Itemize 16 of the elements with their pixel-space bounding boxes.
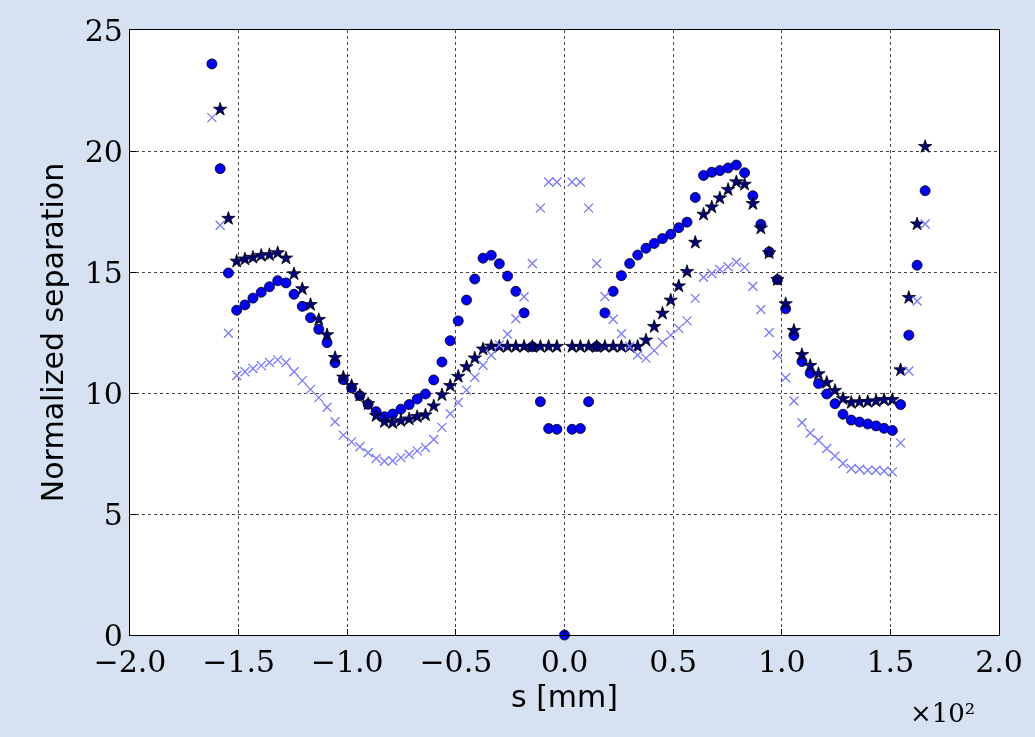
text: ×10² (910, 698, 976, 728)
y-tick-label: 5 (103, 496, 123, 532)
x-axis-title: s [mm] (510, 679, 619, 715)
x-tick-label: 1.5 (866, 644, 915, 680)
x-tick-label: 2.0 (975, 644, 1023, 680)
y-tick-label: 20 (84, 133, 123, 169)
x-tick-label: 0.5 (649, 644, 697, 680)
x-tick-label: −1.5 (202, 644, 276, 680)
y-axis-title: Normalized separation (34, 162, 70, 503)
y-tick-label: 25 (84, 12, 123, 48)
x-tick-label: −1.0 (310, 644, 384, 680)
x-tick-label: −0.5 (419, 644, 493, 680)
x-tick-label: 0.0 (540, 644, 589, 680)
x-tick-label: 1.0 (757, 644, 806, 680)
y-tick-label: 15 (84, 254, 123, 290)
y-tick-label: 10 (84, 375, 123, 411)
